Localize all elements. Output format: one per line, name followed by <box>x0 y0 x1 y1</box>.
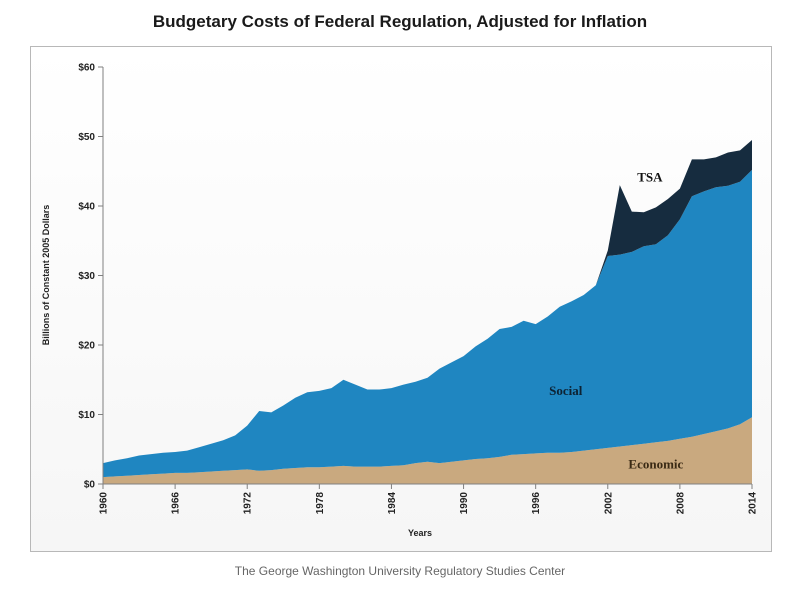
y-tick-label: $10 <box>78 410 95 421</box>
x-tick-label: 1996 <box>531 492 542 515</box>
x-tick-label: 1960 <box>99 492 110 515</box>
chart-title: Budgetary Costs of Federal Regulation, A… <box>152 12 648 31</box>
series-label-economic: Economic <box>628 457 683 472</box>
area-series-group <box>103 140 752 484</box>
area-economic <box>103 417 752 484</box>
x-tick-label: 1990 <box>459 492 470 515</box>
series-label-social: Social <box>549 383 583 398</box>
y-tick-label: $50 <box>78 132 95 143</box>
series-label-tsa: TSA <box>637 170 663 185</box>
y-tick-label: $0 <box>84 480 96 491</box>
x-tick-label: 2002 <box>603 492 614 515</box>
x-tick-label: 2014 <box>748 492 759 515</box>
area-tsa <box>103 140 752 464</box>
x-axis-label: Years <box>408 528 432 538</box>
y-tick-label: $20 <box>78 341 95 352</box>
x-tick-label: 1972 <box>243 492 254 515</box>
area-social <box>103 169 752 478</box>
x-tick-label: 1966 <box>171 492 182 515</box>
labels-group: TSA Social Economic <box>549 170 683 472</box>
source-credit: The George Washington University Regulat… <box>234 564 566 578</box>
y-tick-label: $40 <box>78 202 95 213</box>
x-tick-label: 1984 <box>387 492 398 515</box>
y-axis-label: Billions of Constant 2005 Dollars <box>41 205 51 346</box>
y-tick-label: $30 <box>78 271 95 282</box>
x-tick-label: 1978 <box>315 492 326 515</box>
axes-group: $0 $10 $20 $30 $40 $50 $60 1960 1966 1972 1978 1984… <box>78 63 758 515</box>
x-tick-label: 2008 <box>675 492 686 515</box>
y-tick-label: $60 <box>78 63 95 74</box>
